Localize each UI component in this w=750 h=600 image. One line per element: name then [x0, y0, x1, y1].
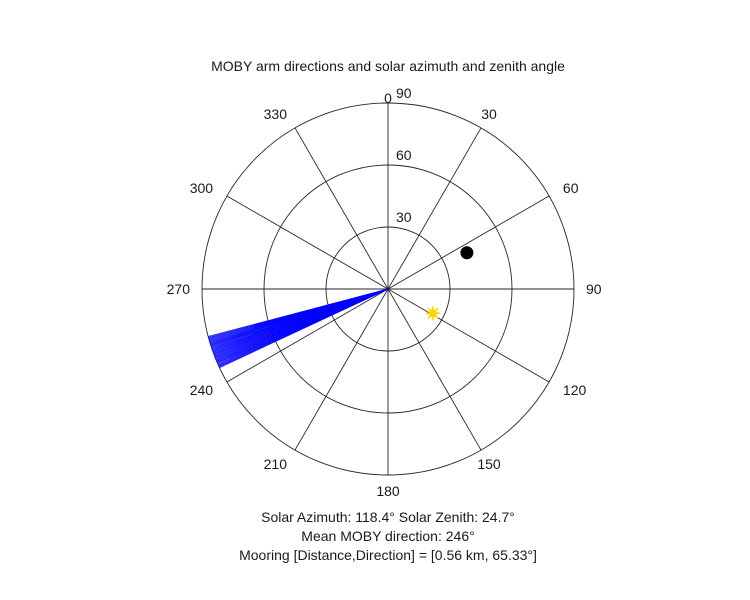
solar-info-label: Solar Azimuth: 118.4° Solar Zenith: 24.7…	[261, 509, 515, 525]
radial-tick-60: 60	[396, 147, 412, 163]
angle-tick-300: 300	[190, 180, 214, 196]
angle-tick-0: 0	[384, 90, 392, 106]
sun-marker-ray-5	[427, 307, 433, 313]
sun-marker-ray-7	[433, 307, 439, 313]
radial-tick-labels: 30 60 90	[396, 85, 412, 225]
sun-marker-ray-1	[433, 314, 439, 319]
mooring-marker	[460, 246, 474, 260]
angle-tick-210: 210	[264, 456, 288, 472]
angle-tick-90: 90	[586, 281, 602, 297]
angle-tick-30: 30	[481, 106, 497, 122]
angle-tick-240: 240	[190, 382, 214, 398]
angle-tick-270: 270	[167, 281, 191, 297]
radial-tick-90: 90	[396, 85, 412, 101]
moby-direction-label: Mean MOBY direction: 246°	[301, 528, 474, 544]
angle-tick-330: 330	[264, 106, 288, 122]
sun-marker	[425, 306, 440, 321]
angle-tick-150: 150	[477, 456, 501, 472]
moby-arm-lines	[208, 288, 389, 368]
chart-title: MOBY arm directions and solar azimuth an…	[211, 58, 565, 74]
markers	[425, 246, 474, 321]
moby-arm-line-34	[208, 288, 389, 337]
angle-tick-120: 120	[563, 382, 587, 398]
mooring-info-label: Mooring [Distance,Direction] = [0.56 km,…	[239, 547, 537, 563]
sun-marker-ray-3	[427, 314, 433, 319]
angle-tick-180: 180	[376, 483, 400, 499]
radial-tick-30: 30	[396, 209, 412, 225]
angle-tick-60: 60	[563, 180, 579, 196]
angle-tick-labels: 0 30 60 90 120 150 180 210 240 270 300 330	[167, 90, 602, 499]
